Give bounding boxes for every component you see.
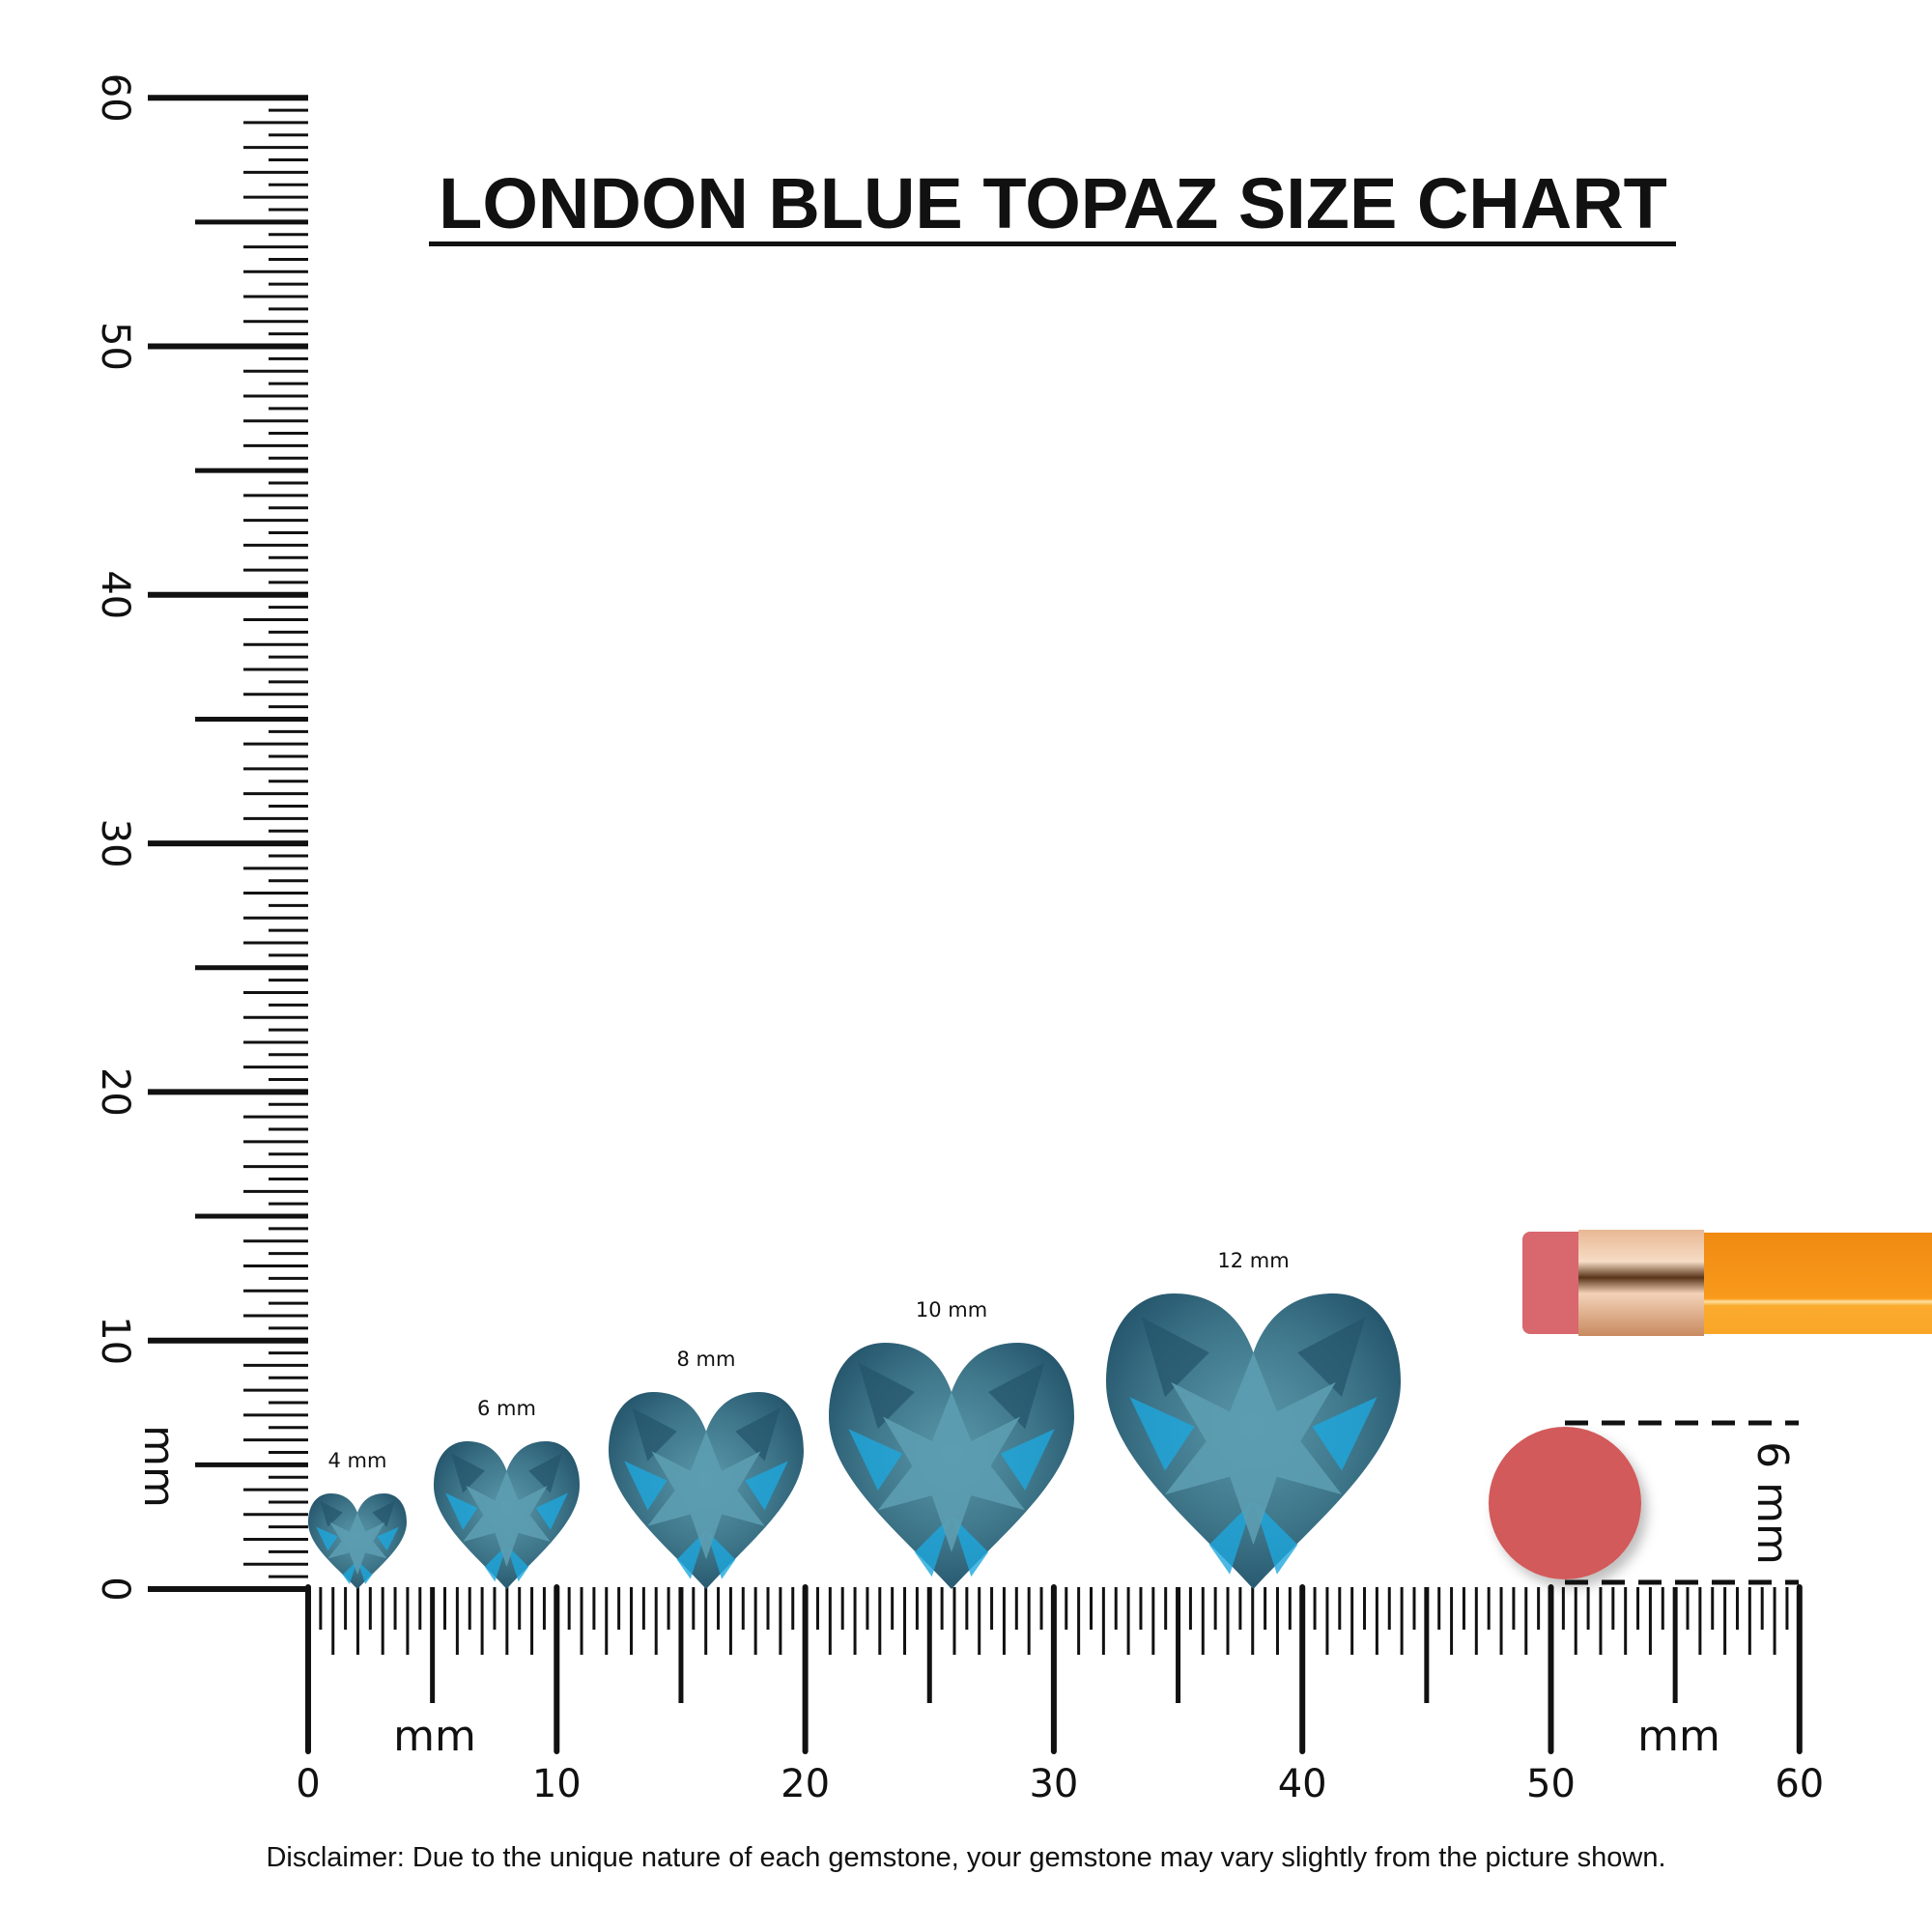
- pencil-eraser: [1522, 1232, 1590, 1334]
- horizontal-ruler-unit-left: mm: [393, 1712, 476, 1761]
- gemstone-heart: [1106, 1293, 1401, 1589]
- horizontal-ruler-label: 40: [1278, 1762, 1327, 1806]
- eraser-size-label: 6 mm: [1747, 1441, 1797, 1565]
- vertical-ruler-label: 60: [93, 73, 137, 123]
- vertical-ruler-unit: mm: [134, 1425, 184, 1508]
- horizontal-ruler-label: 60: [1775, 1762, 1824, 1806]
- horizontal-ruler-unit-right: mm: [1637, 1712, 1720, 1761]
- gemstone-heart: [434, 1441, 580, 1589]
- disclaimer: Disclaimer: Due to the unique nature of …: [266, 1842, 1665, 1873]
- gemstone-heart: [609, 1392, 804, 1589]
- horizontal-ruler-label: 20: [781, 1762, 830, 1806]
- horizontal-ruler-label: 10: [532, 1762, 582, 1806]
- title-underline: [429, 242, 1676, 246]
- vertical-ruler-label: 50: [93, 322, 137, 371]
- gemstone-size-label: 4 mm: [328, 1449, 387, 1472]
- eraser-reference: [1489, 1427, 1641, 1579]
- vertical-ruler-label: 30: [93, 819, 137, 868]
- horizontal-ruler-label: 30: [1029, 1762, 1078, 1806]
- horizontal-ruler-label: 50: [1526, 1762, 1576, 1806]
- vertical-ruler-label: 0: [93, 1577, 137, 1601]
- pencil-body: [1704, 1233, 1932, 1334]
- gemstone-size-label: 6 mm: [477, 1397, 536, 1420]
- gemstone-size-label: 8 mm: [677, 1348, 736, 1371]
- vertical-ruler-label: 20: [93, 1067, 137, 1117]
- horizontal-ruler: 0 10 20 30 40 50 60: [296, 1584, 1824, 1806]
- pencil: [1522, 1230, 1932, 1336]
- vertical-ruler-label: 40: [93, 570, 137, 619]
- gemstone-heart: [829, 1343, 1074, 1589]
- pencil-ferrule: [1578, 1230, 1704, 1336]
- gemstone-heart: [308, 1493, 407, 1589]
- gemstone-row: 4 mm 6 mm 8 mm 10 mm 12 mm: [308, 1249, 1401, 1589]
- chart-title: LONDON BLUE TOPAZ SIZE CHART: [439, 163, 1667, 243]
- gemstone-size-label: 12 mm: [1217, 1249, 1289, 1272]
- vertical-ruler: 0 10 20 30 40 50 60: [93, 73, 308, 1602]
- horizontal-ruler-label: 0: [296, 1762, 320, 1806]
- gemstone-size-label: 10 mm: [916, 1298, 987, 1321]
- vertical-ruler-label: 10: [93, 1316, 137, 1365]
